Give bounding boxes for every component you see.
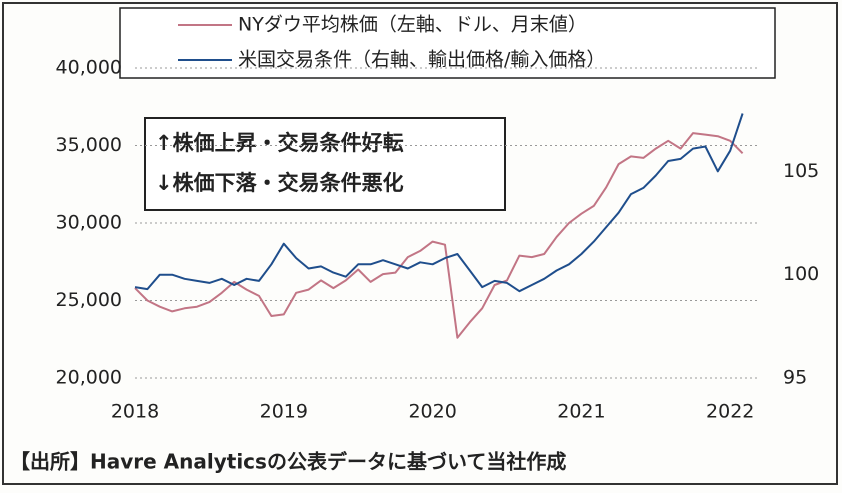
y-tick-label: 30,000: [56, 212, 122, 234]
outer-border: [2, 2, 838, 485]
series-line: [134, 113, 744, 293]
y2-tick-label: 100: [783, 263, 819, 285]
source-note: 【出所】Havre Analyticsの公表データに基づいて当社作成: [10, 450, 566, 474]
legend-label: 米国交易条件（右軸、輸出価格/輸入価格）: [238, 49, 605, 71]
x-tick-label: 2021: [557, 401, 605, 423]
x-tick-label: 2018: [111, 401, 159, 423]
x-tick-label: 2019: [260, 401, 308, 423]
y-tick-label: 25,000: [56, 289, 122, 311]
y-tick-label: 20,000: [56, 367, 122, 389]
annotation-box: [144, 117, 506, 211]
y2-tick-label: 105: [783, 160, 819, 182]
y2-tick-label: 95: [783, 367, 807, 389]
annotation: ↓株価下落・交易条件悪化: [155, 171, 404, 195]
x-tick-label: 2022: [706, 401, 754, 423]
legend-box: [119, 7, 776, 79]
legend-label: NYダウ平均株価（左軸、ドル、月末値）: [238, 14, 587, 36]
annotation: ↑株価上昇・交易条件好転: [155, 131, 404, 155]
y-tick-label: 40,000: [56, 57, 122, 79]
x-tick-label: 2020: [408, 401, 456, 423]
y-tick-label: 35,000: [56, 134, 122, 156]
